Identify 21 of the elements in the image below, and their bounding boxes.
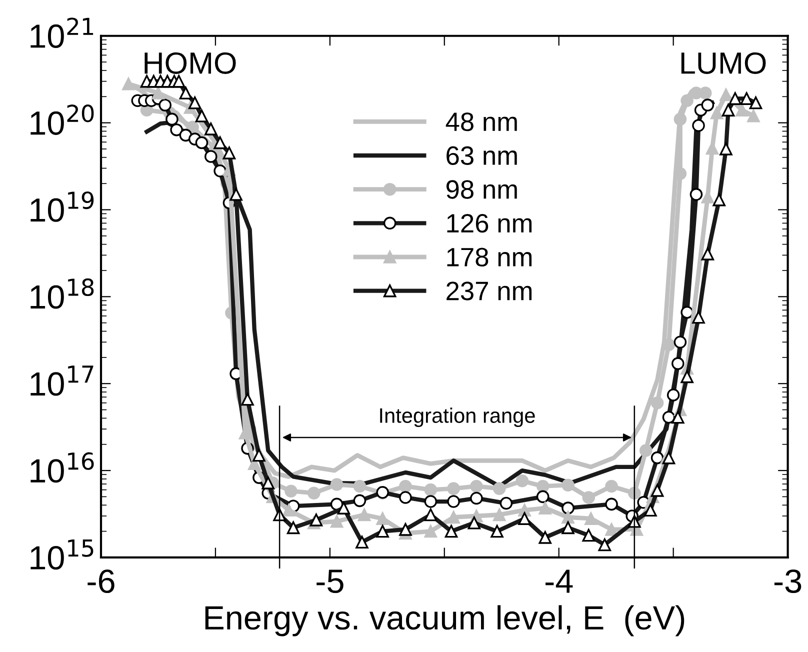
legend-label: 126 nm [447, 214, 532, 233]
x-tick-label: -5 [316, 570, 344, 594]
y-tick-label: 10$^{15}$ [30, 540, 94, 570]
annotation: LUMO [681, 52, 766, 74]
annotation: HOMO [144, 52, 236, 74]
legend-label: 178 nm [447, 248, 532, 266]
x-tick-label: -4 [546, 570, 573, 593]
y-tick-label: 10$^{21}$ [30, 18, 94, 48]
x-axis-title: Energy vs. vacuum level, E (eV) [205, 605, 684, 636]
y-tick-label: 10$^{20}$ [30, 104, 94, 135]
legend-label: 63 nm [446, 146, 517, 165]
legend-label: 237 nm [446, 282, 532, 300]
y-tick-label: 10$^{19}$ [30, 191, 94, 222]
x-tick-label: -3 [774, 569, 802, 594]
y-tick-label: 10$^{18}$ [30, 278, 94, 309]
y-tick-label: 10$^{17}$ [30, 366, 94, 396]
legend-label: 98 nm [446, 180, 517, 199]
y-tick-label: 10$^{16}$ [30, 452, 94, 483]
annotation: Integration range [380, 408, 535, 428]
x-tick-label: -6 [88, 569, 114, 594]
legend-label: 48 nm [446, 112, 517, 132]
